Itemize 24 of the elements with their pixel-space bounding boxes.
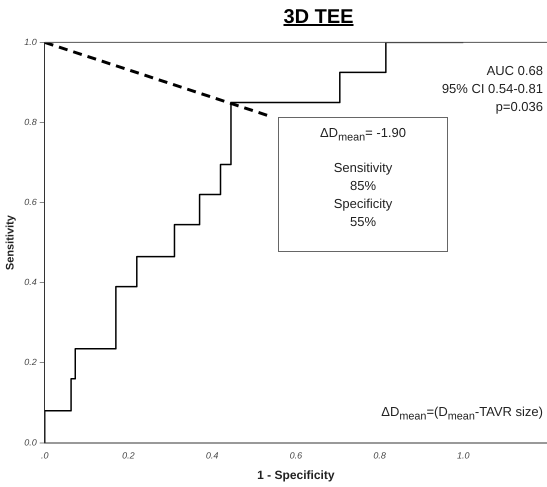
y-axis-title: Sensitivity — [4, 214, 17, 270]
annotation: 85% — [348, 176, 378, 195]
x-tick-label: 1.0 — [457, 450, 470, 461]
x-tick-label: 0.8 — [373, 450, 386, 461]
y-tick-label: 1.0 — [24, 36, 37, 47]
y-tick-label: 0.2 — [24, 357, 37, 368]
annotation: Specificity — [332, 194, 394, 213]
x-tick-label: 0.4 — [206, 450, 218, 461]
chart-title: 3D TEE — [282, 5, 355, 30]
y-tick-label: 0.4 — [24, 277, 37, 288]
y-tick-label: 0.0 — [24, 437, 37, 448]
x-tick-label: 0.2 — [122, 450, 135, 461]
y-tick-label: 0.8 — [24, 116, 37, 127]
y-tick-label: 0.6 — [24, 197, 37, 208]
annotation: ΔD$_{mean}$= -1.90 — [318, 124, 407, 146]
annotation: AUC 0.68 — [486, 62, 543, 80]
annotation: Sensitivity — [332, 158, 394, 177]
annotation: ΔD$_{mean}$=(D$_{mean}$-TAVR size) — [381, 404, 543, 423]
annotation: p=0.036 — [494, 98, 543, 116]
x-tick-label: .0 — [40, 450, 48, 461]
x-axis-title: 1 - Specificity — [257, 468, 335, 482]
annotation: 55% — [348, 212, 378, 231]
x-tick-label: 0.6 — [290, 450, 302, 461]
annotation: 95% CI 0.54-0.81 — [442, 80, 543, 98]
